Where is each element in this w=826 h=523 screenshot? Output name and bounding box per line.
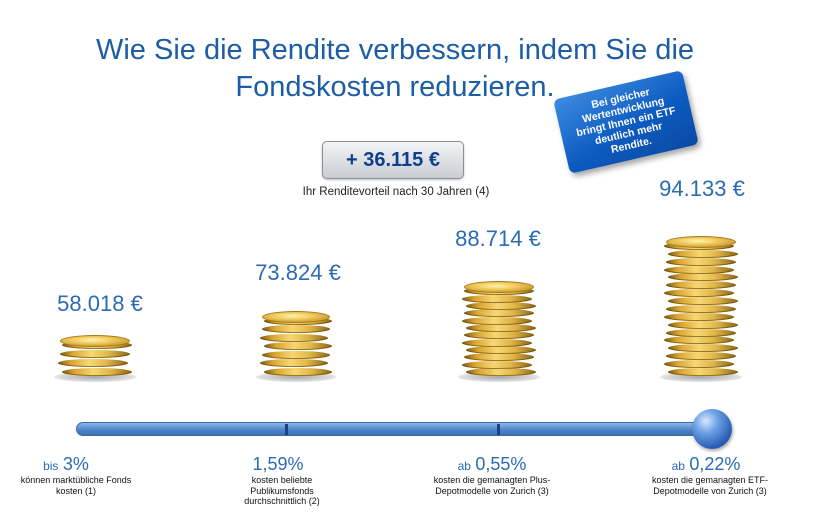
percent-prefix-1: bis [43,459,59,473]
cost-slider-track[interactable] [76,422,716,436]
coin [664,265,734,274]
coin [668,273,738,282]
coin [666,257,736,266]
coin [666,352,736,361]
slider-knob[interactable] [692,409,732,449]
slider-tick-2 [285,424,288,435]
coin-stack-4 [660,230,742,382]
coin [466,368,536,376]
coin-shadow [54,372,136,382]
desc-option-3: kosten die gemanagten Plus-Depotmodelle … [433,475,551,496]
coin [668,297,738,306]
coin-shadow [660,372,742,382]
percent-option-3: ab 0,55% [432,454,552,475]
desc-option-4: kosten die gemanagten ETF-Depotmodelle v… [651,475,769,496]
coin [62,368,132,376]
coin [260,359,328,368]
coin-shadow [458,372,540,382]
coin-top [464,281,534,294]
percent-option-4: ab 0,22% [646,454,766,475]
percent-option-1: bis 3% [6,454,126,475]
desc-option-1: können marktübliche Fonds kosten (1) [20,475,132,496]
coin [464,309,534,318]
coin [466,302,536,310]
coin-top [262,310,330,323]
amount-option-2: 73.824 € [255,260,341,285]
coin [668,249,738,258]
coin [462,294,532,303]
advantage-box: + 36.115 € [322,141,464,179]
coin [666,304,736,313]
coin-stack-2 [256,304,336,382]
coin [664,336,734,345]
title-line-1: Wie Sie die Rendite verbessern, indem Si… [95,34,695,66]
amount-option-1: 58.018 € [57,291,143,316]
percent-option-2: 1,59% [218,454,338,475]
badge-text: Bei gleicher Wertentwicklung bringt Ihne… [575,86,677,156]
percent-prefix-3: ab [457,459,471,473]
coin-top [666,235,736,248]
coin [264,342,332,351]
slider-tick-3 [497,424,500,435]
coin [464,331,534,340]
percent-value-3: 0,55% [475,454,527,474]
coin [664,289,734,298]
coin [262,350,330,359]
coin [664,360,734,369]
coin [462,316,532,325]
coin [464,353,534,362]
coin-stack-1 [54,328,136,382]
percent-prefix-4: ab [671,459,685,473]
coin [262,325,330,334]
coin [462,338,532,347]
coin [60,350,130,358]
desc-option-2: kosten beliebte Publikumsfonds durchschn… [244,475,320,506]
percent-value-1: 3% [62,454,89,474]
amount-option-4: 94.133 € [659,176,745,201]
coin [264,368,332,376]
amount-option-3: 88.714 € [455,226,541,251]
page-title: Wie Sie die Rendite verbessern, indem Si… [40,32,750,106]
coin-top [60,335,130,347]
advantage-value: + 36.115 € [346,148,440,171]
coin [260,333,328,342]
coin [664,312,734,321]
coin [668,320,738,329]
coin [666,281,736,290]
coin [666,328,736,337]
title-line-2: Fondskosten reduzieren. [235,71,555,103]
coin [668,368,738,376]
coin [466,324,536,332]
percent-value-2: 1,59% [252,454,304,474]
percent-value-4: 0,22% [689,454,741,474]
coin-stack-3 [458,276,540,382]
coin [462,360,532,369]
advantage-caption: Ihr Renditevorteil nach 30 Jahren (4) [302,186,490,198]
coin [668,344,738,353]
coin-shadow [256,372,336,382]
coin [58,359,128,367]
coin [466,346,536,354]
